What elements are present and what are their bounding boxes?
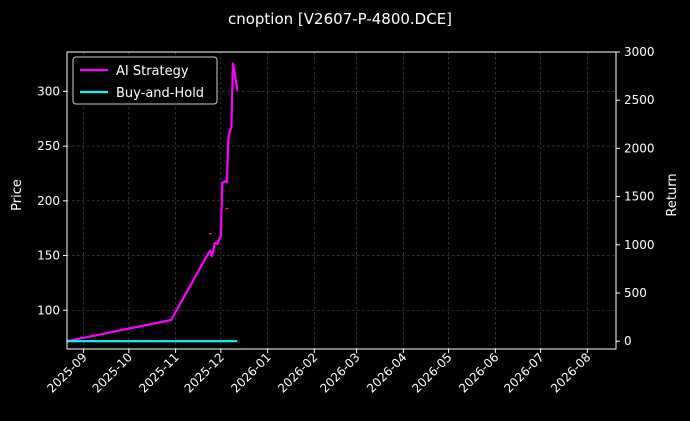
- y-left-tick-label-200: 200: [37, 194, 60, 208]
- y-right-tick-label-2000: 2000: [624, 141, 655, 155]
- legend-label-buy-and-hold: Buy-and-Hold: [116, 86, 204, 101]
- right-axis-label: Return: [665, 173, 680, 216]
- y-left-tick-label-100: 100: [37, 303, 60, 317]
- series-layer: [66, 62, 239, 343]
- legend: AI Strategy Buy-and-Hold: [72, 56, 218, 105]
- y-right-tick-label-1500: 1500: [624, 190, 655, 204]
- legend-box: [72, 56, 218, 105]
- y-right-tick-label-0: 0: [624, 334, 632, 348]
- series-line-ai-strategy: [66, 62, 239, 343]
- y-left-tick-label-150: 150: [37, 249, 60, 263]
- y-right-tick-label-2500: 2500: [624, 93, 655, 107]
- y-right-tick-label-1000: 1000: [624, 238, 655, 252]
- y-right-tick-label-500: 500: [624, 286, 647, 300]
- chart-title: cnoption [V2607-P-4800.DCE]: [228, 10, 452, 28]
- y-right-tick-label-3000: 3000: [624, 45, 655, 59]
- left-axis-label: Price: [10, 179, 25, 211]
- y-left-tick-label-250: 250: [37, 139, 60, 153]
- legend-label-ai-strategy: AI Strategy: [116, 64, 189, 79]
- y-left-tick-label-300: 300: [37, 84, 60, 98]
